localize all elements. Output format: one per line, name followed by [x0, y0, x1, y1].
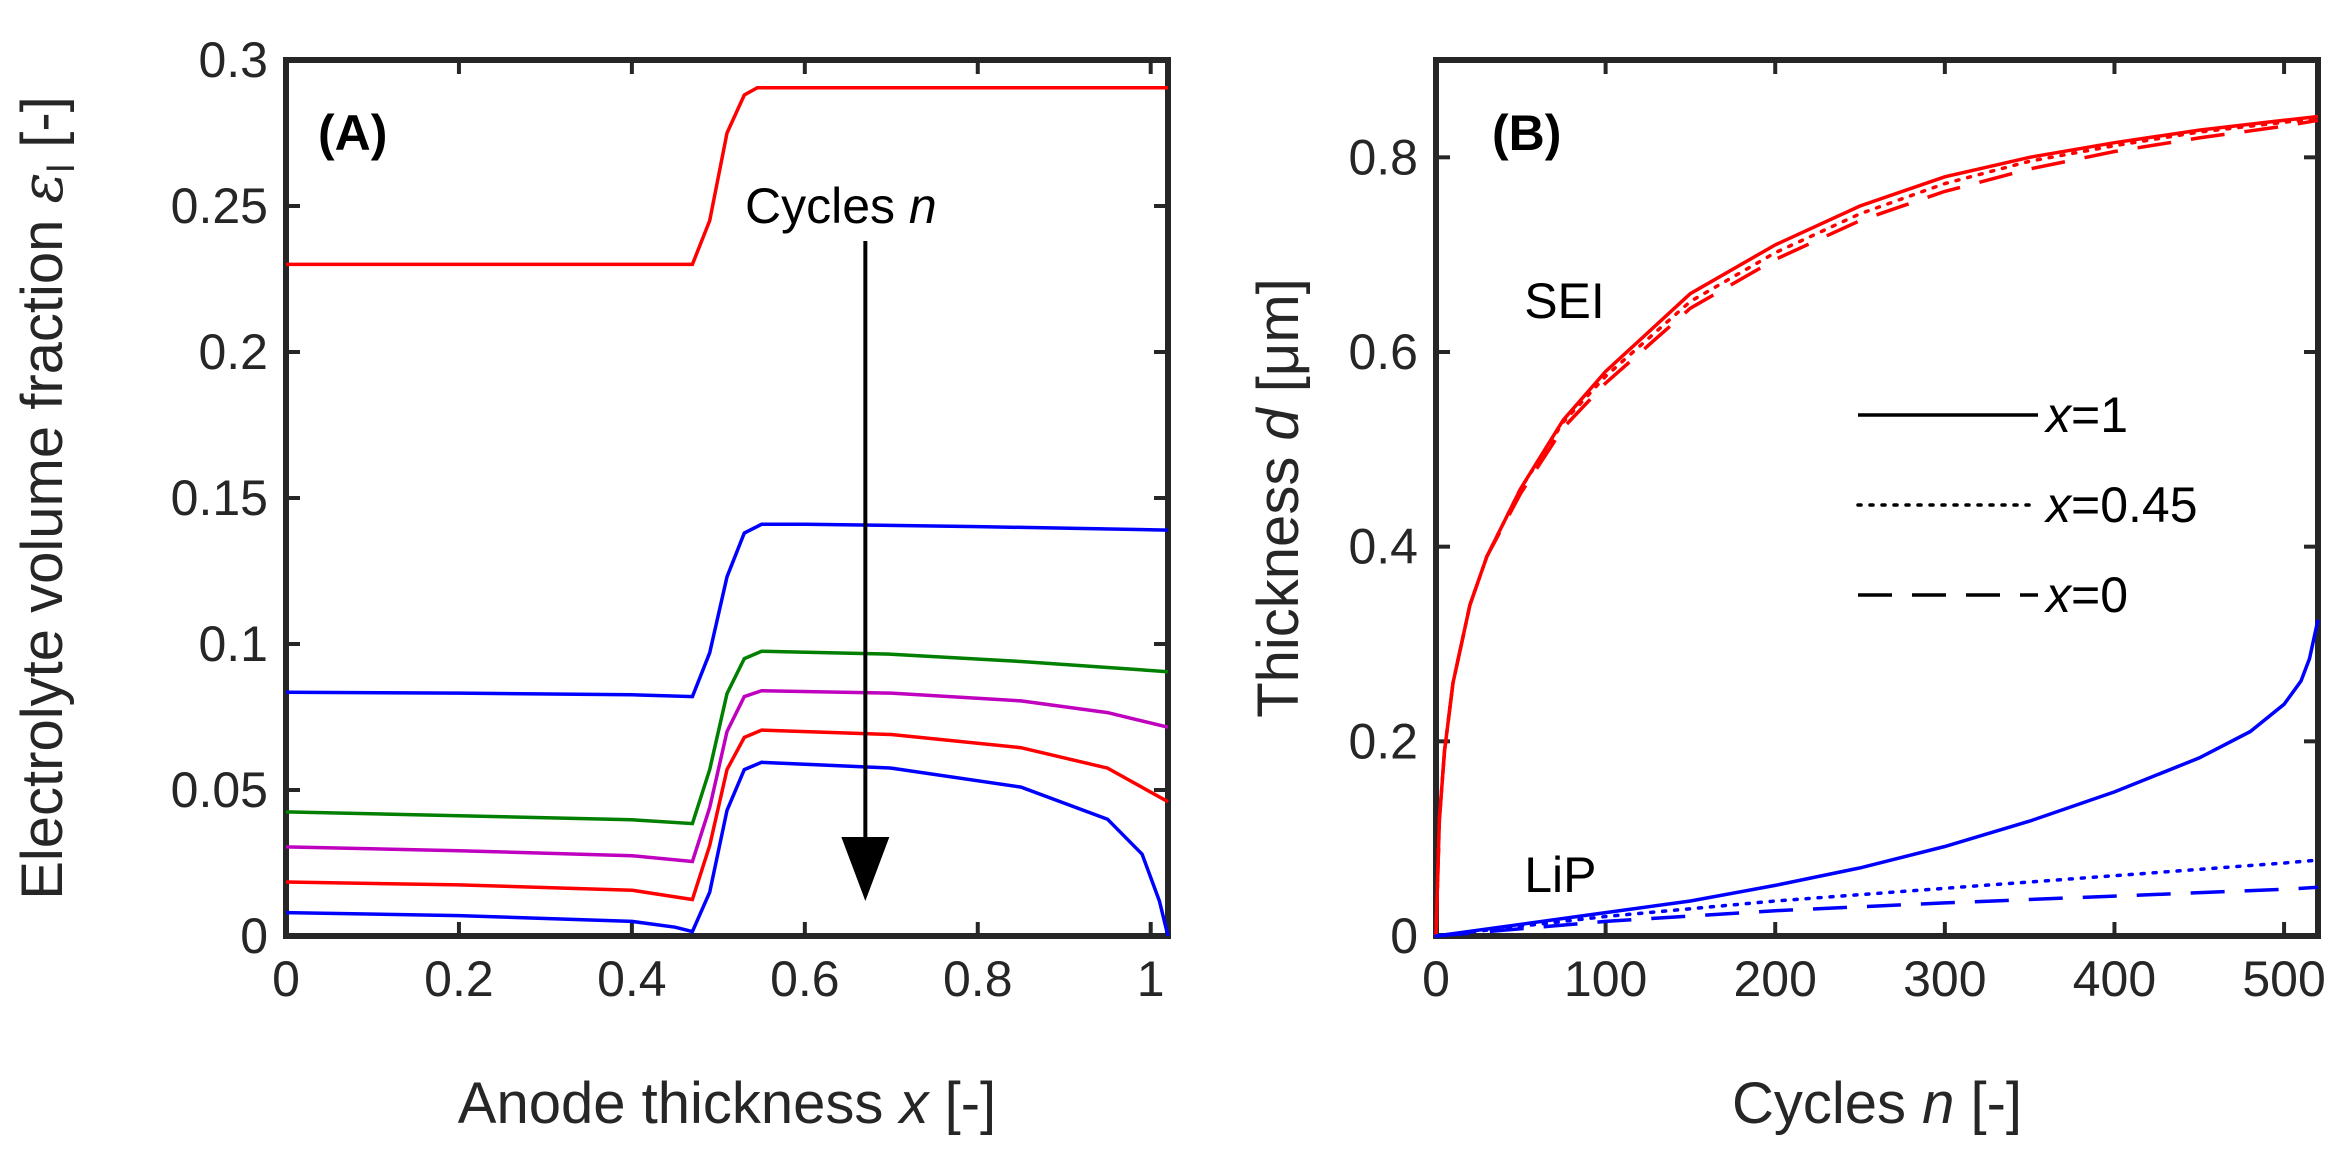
panel-b-series	[1434, 114, 2320, 938]
x-tick-label: 0.2	[424, 951, 494, 1007]
y-tick-label: 0.25	[171, 178, 268, 234]
panel-b-legend: x=1 x=0.45 x=0	[1856, 387, 2198, 623]
x-tick-label: 0.6	[770, 951, 840, 1007]
panel-b-annotations: SEI LiP	[1524, 273, 1605, 903]
series-line-b-3	[1435, 619, 2320, 938]
series-line-a-1	[285, 522, 1169, 699]
x-tick-label: 500	[2242, 951, 2325, 1007]
y-tick-label: 0.6	[1348, 324, 1418, 380]
panel-b-label: (B)	[1492, 105, 1561, 161]
y-tick-label: 0	[1390, 908, 1418, 964]
panel-b-tick-labels: 0 100 200 300 400 500 0 0.2 0.4 0.6 0.8	[1348, 129, 2325, 1007]
series-line-b-4	[1434, 858, 2320, 938]
x-tick-label: 1	[1137, 951, 1165, 1007]
panel-a-plot-frame	[283, 57, 1171, 939]
x-tick-label: 0.4	[597, 951, 667, 1007]
cycles-annotation: Cycles n	[745, 178, 937, 234]
series-line-a-3	[285, 688, 1169, 864]
panel-b: 0 100 200 300 400 500 0 0.2 0.4 0.6 0.8 SEI LiP x=1…	[1246, 57, 2326, 1136]
panel-a-series	[285, 85, 1170, 937]
x-tick-label: 200	[1734, 951, 1817, 1007]
x-tick-label: 100	[1564, 951, 1647, 1007]
panel-a-x-axis-label: Anode thickness x [-]	[458, 1071, 996, 1136]
panel-a-ticks	[284, 58, 1168, 938]
annotation-lip: LiP	[1524, 847, 1596, 903]
panel-b-x-axis-label: Cycles n [-]	[1732, 1071, 2022, 1136]
panel-a-label: (A)	[318, 105, 387, 161]
y-tick-label: 0.1	[198, 616, 268, 672]
series-line-a-4	[285, 728, 1169, 902]
panel-b-plot-frame	[1433, 57, 2321, 939]
legend-entry: x=0.45	[2044, 477, 2198, 533]
legend-entry: x=0	[2044, 567, 2128, 623]
series-line-a-5	[285, 760, 1170, 937]
y-tick-label: 0.2	[1348, 713, 1418, 769]
panel-a-y-axis-label: Electrolyte volume fraction εl [-]	[8, 96, 83, 900]
y-tick-label: 0	[240, 908, 268, 964]
y-tick-label: 0.3	[198, 32, 268, 88]
legend-entry: x=1	[2044, 387, 2128, 443]
cycles-arrow	[841, 241, 890, 901]
series-line-a-2	[285, 649, 1169, 826]
series-line-b-5	[1435, 885, 2319, 938]
x-tick-label: 400	[2073, 951, 2156, 1007]
x-tick-label: 300	[1903, 951, 1986, 1007]
y-tick-label: 0.15	[171, 470, 268, 526]
x-tick-label: 0.8	[943, 951, 1013, 1007]
x-tick-label: 0	[1422, 951, 1450, 1007]
annotation-sei: SEI	[1524, 273, 1605, 329]
y-tick-label: 0.2	[198, 324, 268, 380]
panel-a: 0 0.2 0.4 0.6 0.8 1 0 0.05 0.1 0.15 0.2 0.25 0.3 (A)…	[8, 32, 1171, 1136]
y-tick-label: 0.4	[1348, 519, 1418, 575]
series-line-b-2	[1434, 118, 2319, 937]
series-line-a-0	[286, 85, 1168, 267]
arrow-head	[841, 836, 890, 901]
x-tick-label: 0	[272, 951, 300, 1007]
panel-a-tick-labels: 0 0.2 0.4 0.6 0.8 1 0 0.05 0.1 0.15 0.2 0.25 0.3	[171, 32, 1165, 1007]
panel-b-y-axis-label: Thickness d [μm]	[1246, 278, 1311, 718]
y-tick-label: 0.8	[1348, 129, 1418, 185]
y-tick-label: 0.05	[171, 762, 268, 818]
